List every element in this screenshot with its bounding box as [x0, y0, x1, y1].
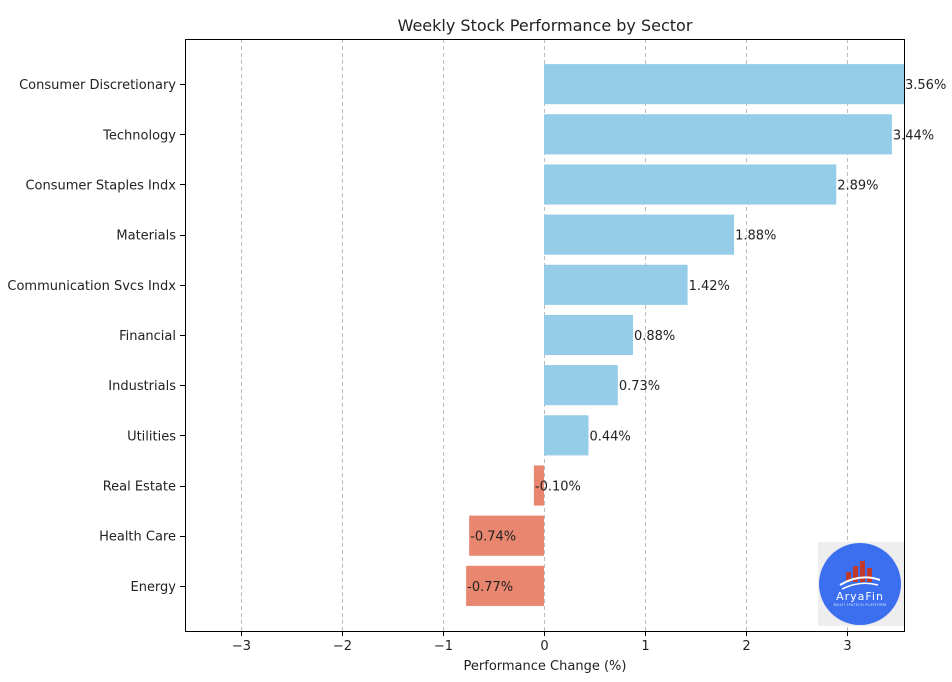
data-label: 3.44% — [893, 128, 934, 143]
y-tick-label: Utilities — [127, 429, 176, 444]
data-label: 3.56% — [905, 78, 946, 93]
bar — [466, 565, 544, 606]
y-tick-label: Financial — [119, 329, 176, 344]
aryafin-logo: AryaFin MULTI FINTECH PLATFORM — [818, 542, 904, 626]
y-tick-label: Materials — [116, 229, 176, 244]
x-tick-label: −2 — [333, 639, 352, 654]
y-tick-label: Consumer Discretionary — [19, 78, 176, 93]
data-labels: 3.56% 3.44% 2.89% 1.88% 1.42% 0.88% 0.73% 0.44%… — [467, 78, 946, 595]
bar — [543, 314, 633, 356]
bar — [543, 365, 618, 406]
bar — [469, 515, 544, 556]
data-label: 1.42% — [689, 279, 730, 294]
x-tick-label: 3 — [843, 639, 851, 654]
data-label: 0.88% — [634, 329, 675, 344]
y-tick-label: Communication Svcs Indx — [7, 279, 176, 294]
data-label: 2.89% — [837, 178, 878, 193]
x-tick-label: 1 — [641, 639, 649, 654]
data-label: -0.10% — [535, 480, 581, 495]
data-label: -0.74% — [470, 530, 516, 545]
x-tick-label: 2 — [742, 639, 750, 654]
x-axis: −3 −2 −1 0 1 2 3 — [232, 631, 852, 654]
y-axis: Consumer Discretionary Technology Consumer… — [7, 78, 185, 595]
plot-frame — [185, 39, 905, 632]
x-tick-label: 0 — [540, 639, 548, 654]
data-label: 1.88% — [735, 229, 776, 244]
bar — [543, 114, 892, 155]
bar — [543, 64, 904, 105]
bars — [466, 64, 904, 606]
logo-name: AryaFin — [836, 590, 884, 603]
data-label: -0.77% — [467, 580, 513, 595]
y-tick-label: Technology — [102, 128, 176, 143]
data-label: 0.44% — [589, 429, 630, 444]
data-label: 0.73% — [619, 379, 660, 394]
y-tick-label: Energy — [130, 580, 176, 595]
bar — [533, 465, 544, 506]
bar — [543, 164, 837, 205]
x-tick-label: −1 — [434, 639, 453, 654]
bar — [543, 214, 735, 255]
bar — [543, 264, 688, 305]
y-tick-label: Industrials — [108, 379, 176, 394]
x-axis-label: Performance Change (%) — [464, 659, 627, 674]
bar-chart-icon — [839, 561, 881, 590]
chart-title: Weekly Stock Performance by Sector — [398, 16, 693, 35]
y-tick-label: Real Estate — [103, 480, 176, 495]
bar — [543, 415, 589, 456]
y-tick-label: Consumer Staples Indx — [25, 178, 176, 193]
y-tick-label: Health Care — [99, 530, 176, 545]
x-tick-label: −3 — [232, 639, 251, 654]
logo-tagline: MULTI FINTECH PLATFORM — [834, 603, 887, 607]
